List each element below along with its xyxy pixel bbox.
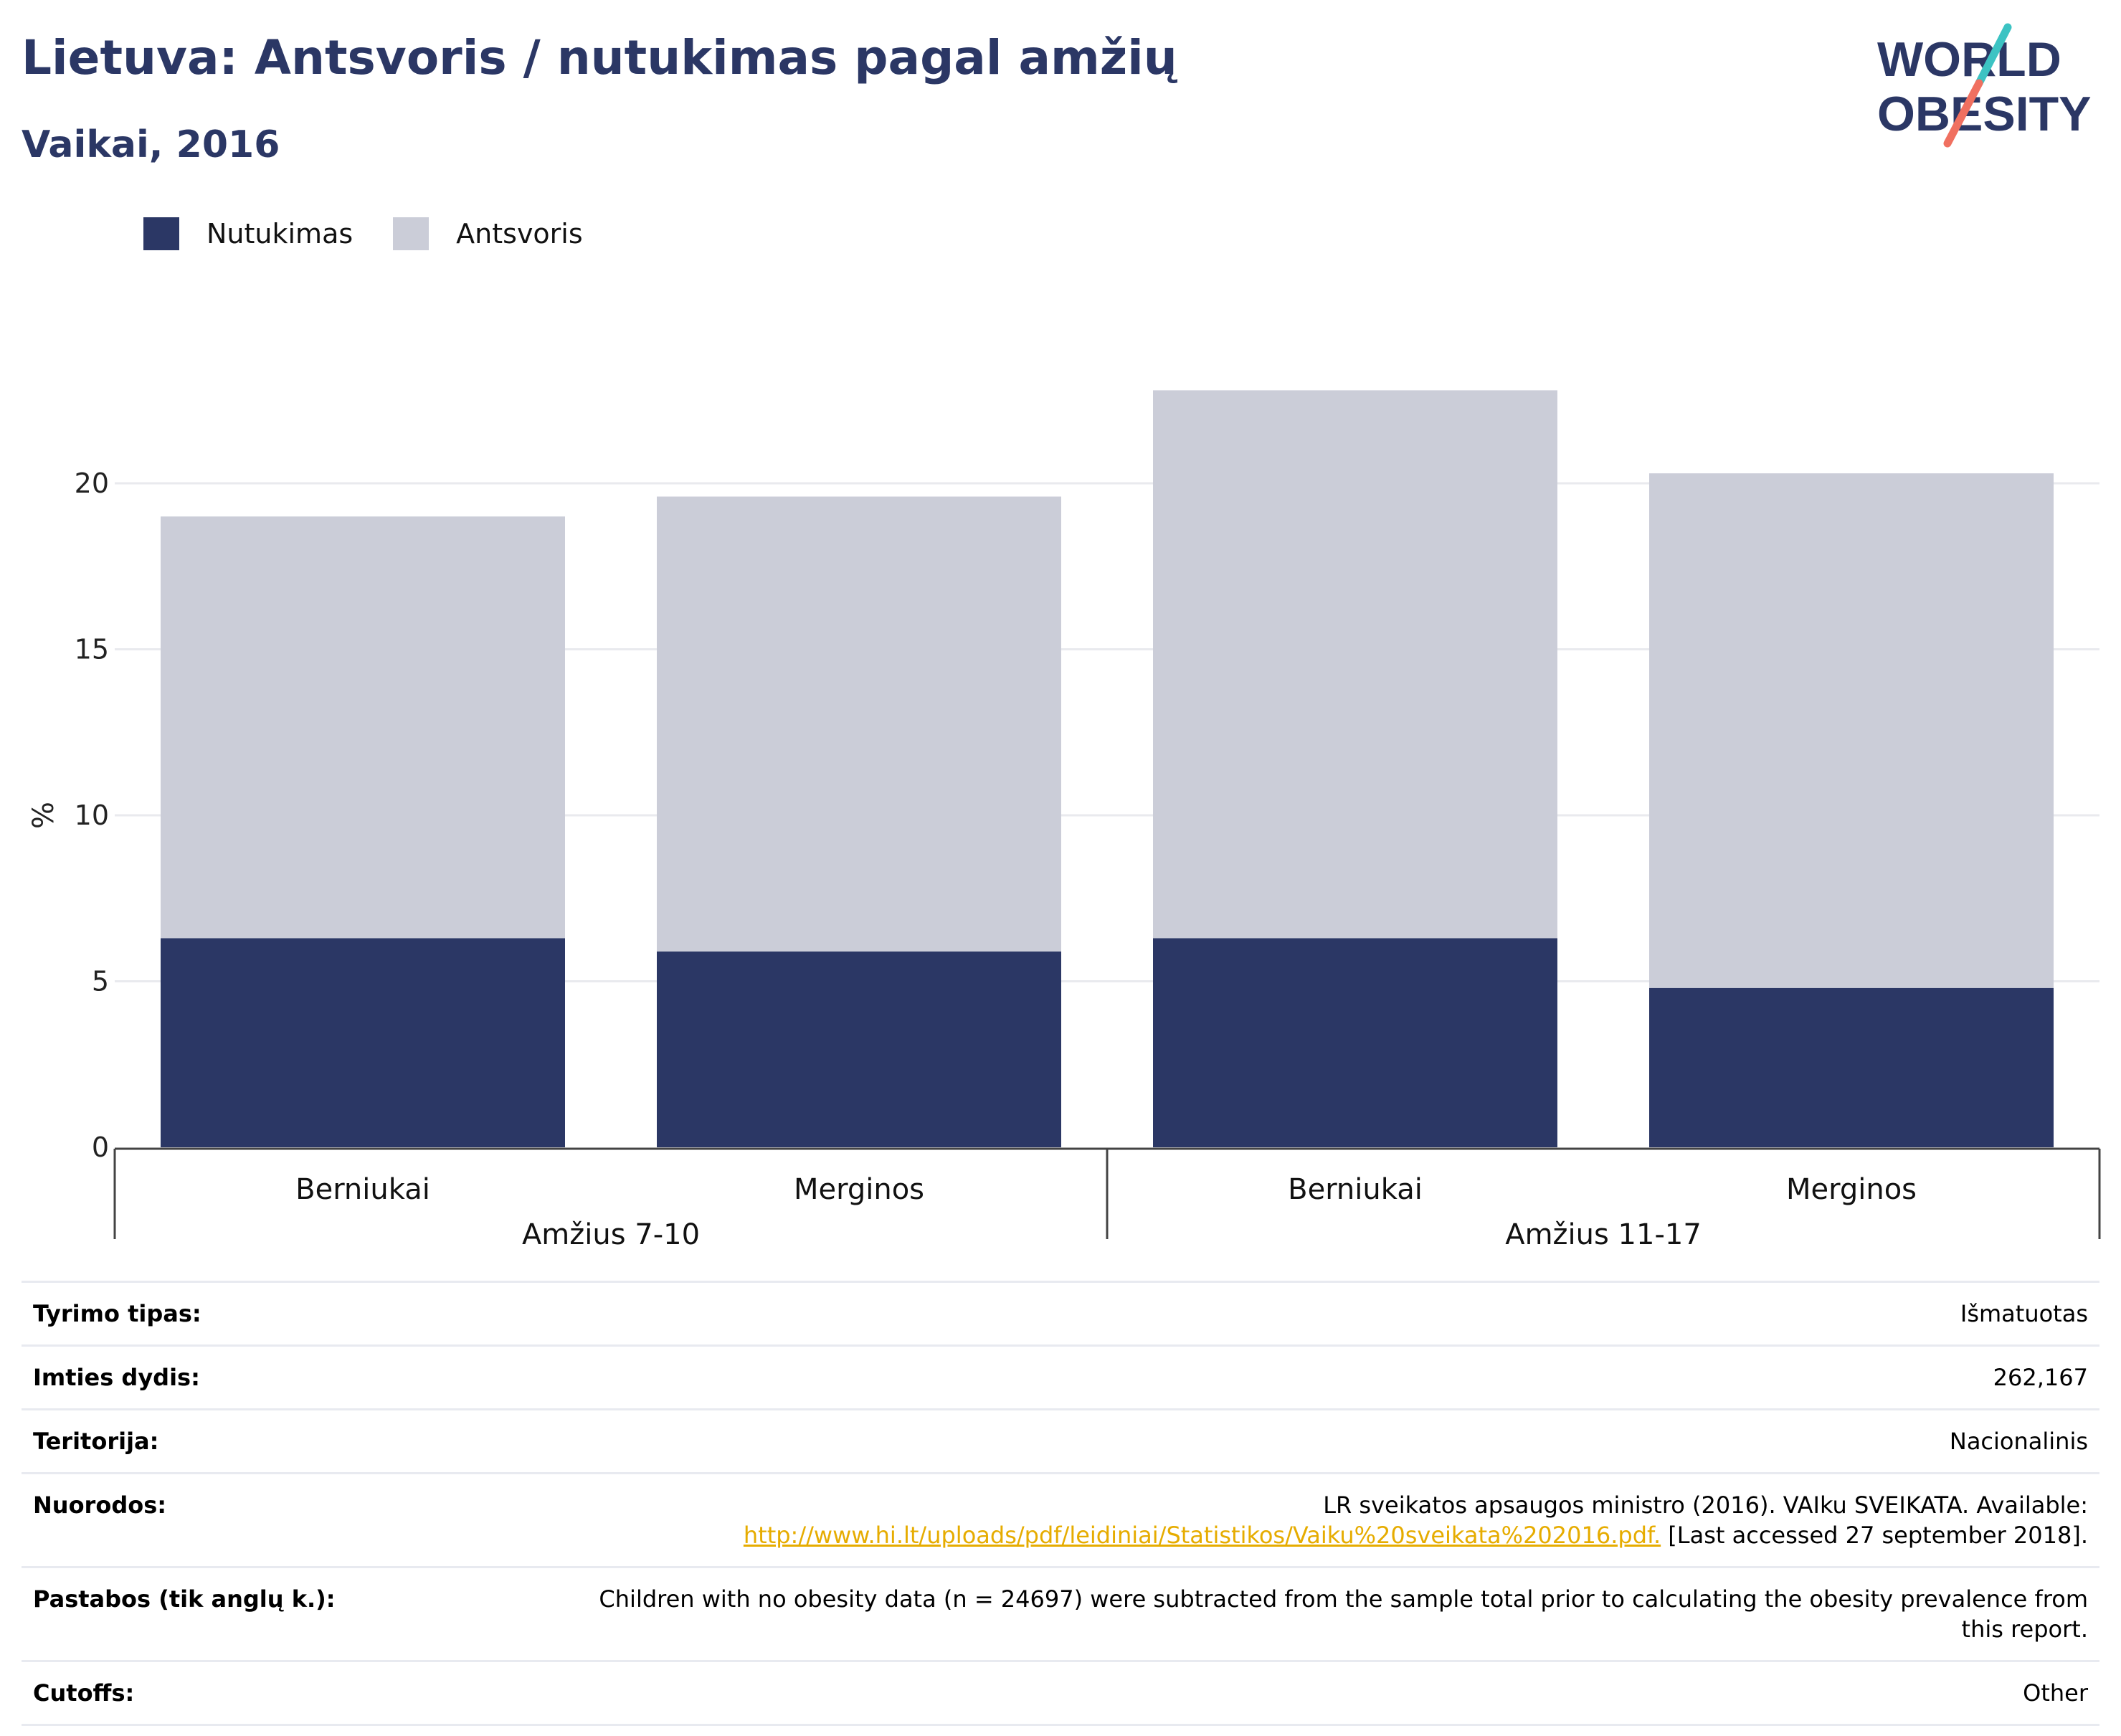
info-key: Cutoffs: bbox=[22, 1660, 546, 1726]
info-key: Nuorodos: bbox=[22, 1472, 546, 1567]
survey-info-table: Tyrimo tipas: Išmatuotas Imties dydis: 2… bbox=[22, 1281, 2099, 1726]
bar-antsvoris-0 bbox=[161, 516, 565, 939]
x-tick-label: Berniukai bbox=[295, 1173, 430, 1206]
y-tick-label: 10 bbox=[75, 800, 109, 831]
y-tick-label: 15 bbox=[75, 634, 109, 665]
y-tick-label: 20 bbox=[75, 468, 109, 499]
info-key: Tyrimo tipas: bbox=[22, 1281, 546, 1346]
info-value: 262,167 bbox=[546, 1344, 2099, 1410]
group-label: Amžius 11-17 bbox=[1505, 1218, 1702, 1248]
stacked-bar-chart: 0 5 10 15 20% Berniukai Merginos Berniukai Mergi… bbox=[27, 390, 2101, 1248]
bar-antsvoris-1 bbox=[657, 496, 1061, 952]
info-value: Išmatuotas bbox=[546, 1281, 2099, 1346]
info-value: Children with no obesity data (n = 24697… bbox=[546, 1566, 2099, 1661]
info-value: Other bbox=[546, 1660, 2099, 1726]
x-tick-label: Merginos bbox=[1786, 1173, 1917, 1206]
info-value: LR sveikatos apsaugos ministro (2016). V… bbox=[546, 1472, 2099, 1567]
info-value: Nacionalinis bbox=[546, 1408, 2099, 1474]
chart-subtitle: Vaikai, 2016 bbox=[22, 123, 280, 166]
legend-item-antsvoris[interactable]: Antsvoris bbox=[393, 217, 583, 250]
bar-nutukimas-3 bbox=[1649, 987, 2054, 1147]
reference-accessed: [Last accessed 27 september 2018]. bbox=[1661, 1522, 2088, 1549]
info-row-references: Nuorodos: LR sveikatos apsaugos ministro… bbox=[22, 1472, 2099, 1567]
bar-nutukimas-2 bbox=[1153, 938, 1557, 1147]
y-axis-label: % bbox=[27, 802, 60, 829]
chart-title: Lietuva: Antsvoris / nutukimas pagal amž… bbox=[22, 30, 1177, 85]
legend-label-antsvoris: Antsvoris bbox=[456, 218, 583, 250]
reference-link[interactable]: http://www.hi.lt/uploads/pdf/leidiniai/S… bbox=[743, 1522, 1661, 1549]
group-label: Amžius 7-10 bbox=[522, 1218, 700, 1248]
info-key: Imties dydis: bbox=[22, 1344, 546, 1410]
legend-item-nutukimas[interactable]: Nutukimas bbox=[143, 217, 353, 250]
legend-swatch-nutukimas bbox=[143, 217, 179, 250]
world-obesity-logo: WORLD OBESITY bbox=[1877, 23, 2092, 148]
bar-nutukimas-0 bbox=[161, 938, 565, 1147]
y-tick-label: 5 bbox=[92, 966, 109, 997]
chart-legend: Nutukimas Antsvoris bbox=[143, 215, 623, 252]
y-tick-label: 0 bbox=[92, 1132, 109, 1163]
x-tick-label: Berniukai bbox=[1288, 1173, 1423, 1206]
logo-line1: WORLD bbox=[1877, 32, 2061, 87]
info-row-territory: Teritorija: Nacionalinis bbox=[22, 1408, 2099, 1474]
bar-antsvoris-3 bbox=[1649, 473, 2054, 988]
bar-antsvoris-2 bbox=[1153, 390, 1557, 939]
bar-nutukimas-1 bbox=[657, 951, 1061, 1147]
info-row-cutoffs: Cutoffs: Other bbox=[22, 1660, 2099, 1726]
reference-text: LR sveikatos apsaugos ministro (2016). V… bbox=[1323, 1491, 2088, 1519]
legend-swatch-antsvoris bbox=[393, 217, 430, 250]
x-tick-label: Merginos bbox=[794, 1173, 924, 1206]
info-key: Teritorija: bbox=[22, 1408, 546, 1474]
info-key: Pastabos (tik anglų k.): bbox=[22, 1566, 546, 1661]
info-row-sample-size: Imties dydis: 262,167 bbox=[22, 1344, 2099, 1410]
legend-label-nutukimas: Nutukimas bbox=[207, 218, 354, 250]
info-row-survey-type: Tyrimo tipas: Išmatuotas bbox=[22, 1281, 2099, 1346]
info-row-notes: Pastabos (tik anglų k.): Children with n… bbox=[22, 1566, 2099, 1661]
logo-line2: OBESITY bbox=[1877, 87, 2092, 141]
